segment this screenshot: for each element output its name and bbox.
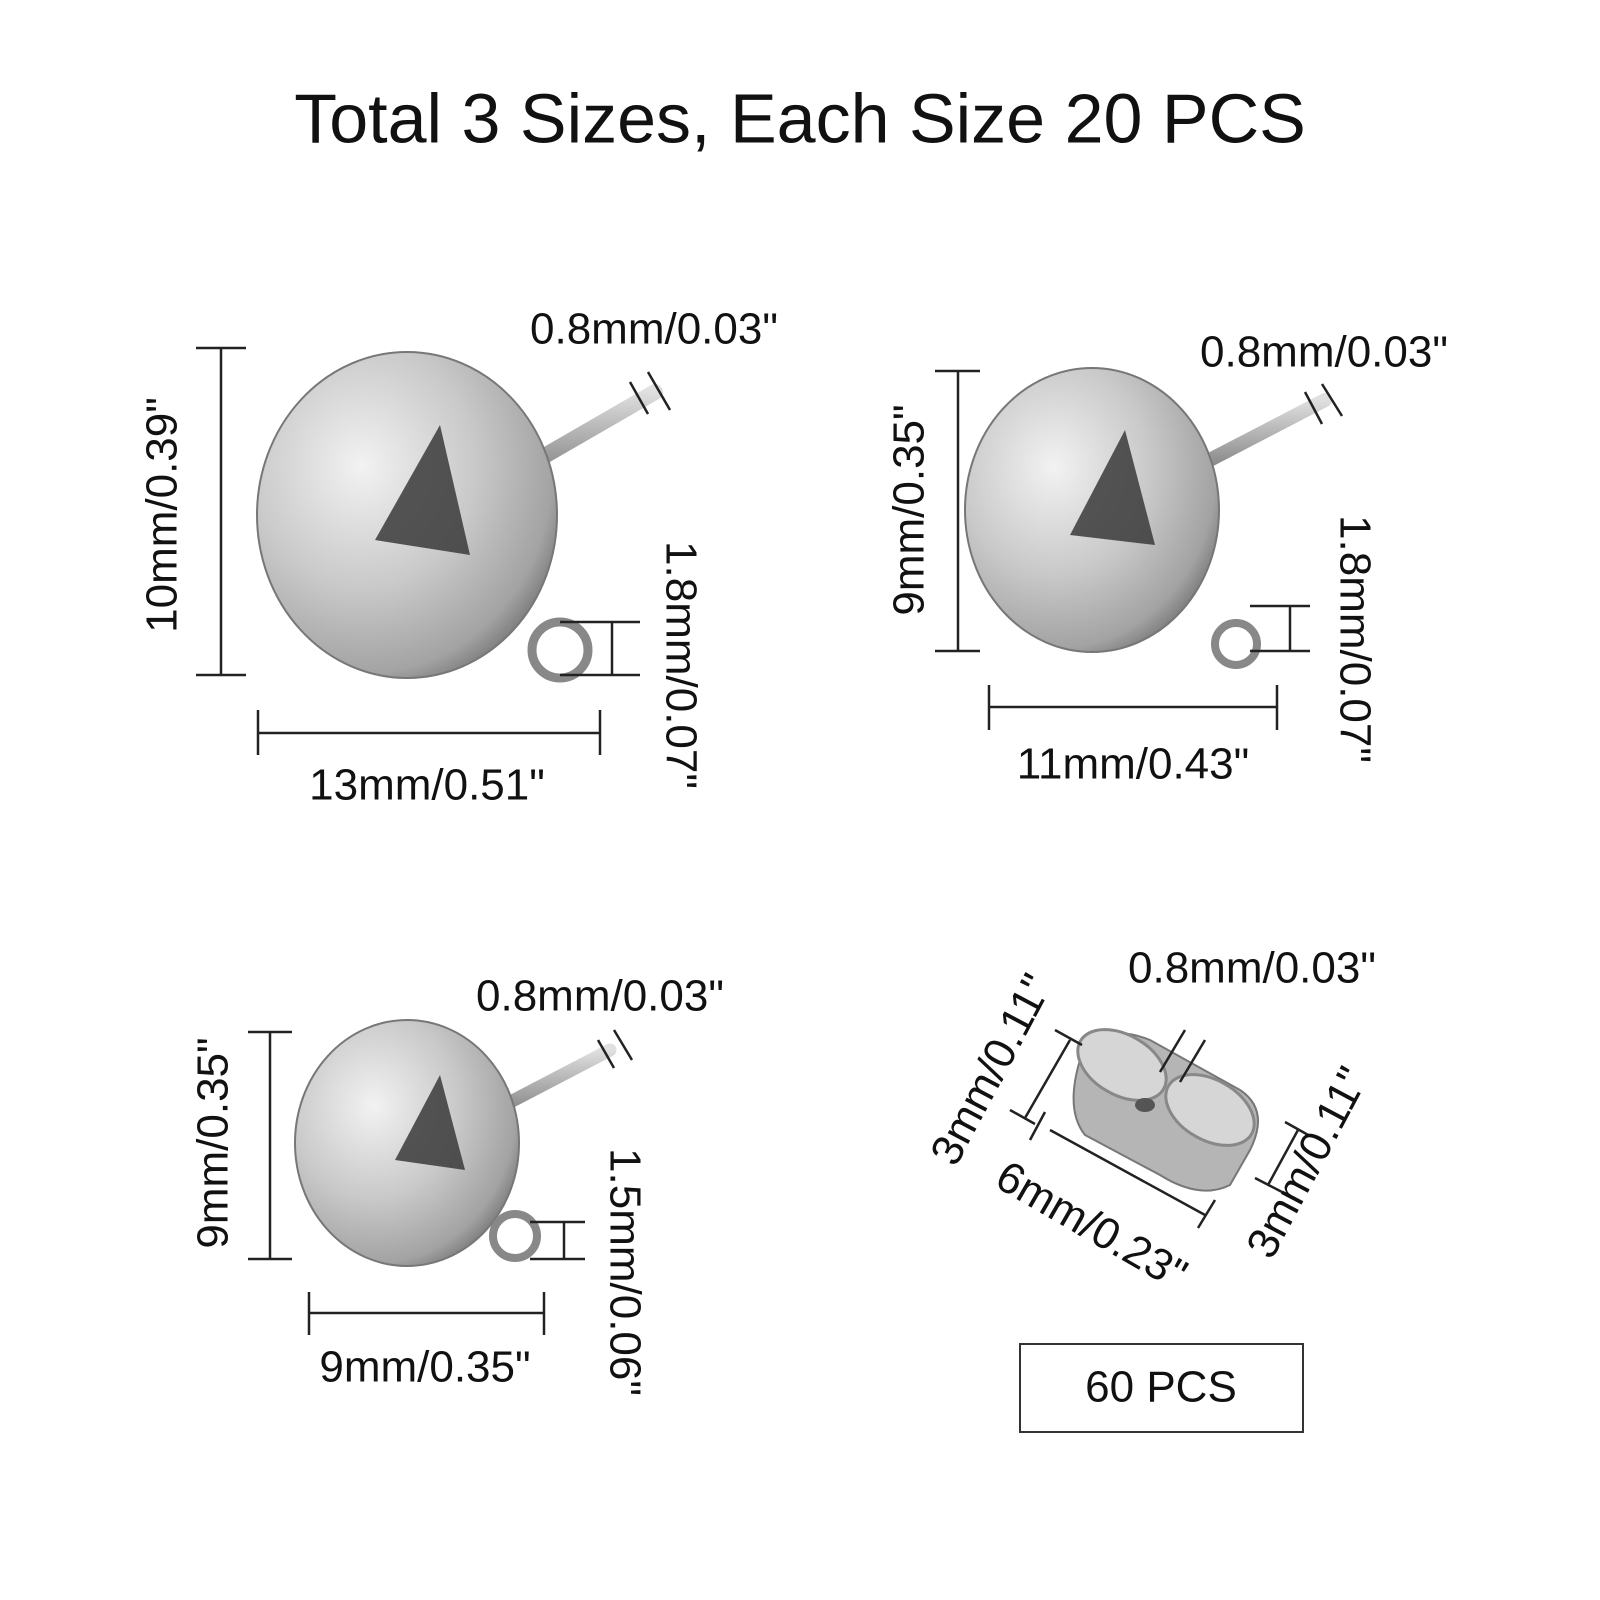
hole-label: 0.8mm/0.03" [1128, 944, 1376, 993]
quantity-label: 60 PCS [1085, 1363, 1237, 1412]
title: Total 3 Sizes, Each Size 20 PCS [294, 79, 1306, 157]
width-label: 11mm/0.43" [1017, 740, 1249, 789]
earring-large [196, 346, 672, 755]
pin-label: 0.8mm/0.03" [530, 305, 778, 354]
pin-label: 0.8mm/0.03" [476, 972, 724, 1021]
height-label: 9mm/0.35" [885, 404, 934, 615]
width-label: 13mm/0.51" [309, 761, 545, 810]
height-label: 9mm/0.35" [189, 1037, 238, 1248]
pin-label: 0.8mm/0.03" [1200, 328, 1448, 377]
earring-small [248, 1019, 634, 1335]
width-label: 9mm/0.35" [319, 1343, 530, 1392]
ear-nut [1009, 1028, 1311, 1229]
loop-label: 1.5mm/0.06" [600, 1148, 649, 1396]
height-label: 3mm/0.11" [1237, 1059, 1378, 1266]
height-label: 10mm/0.39" [138, 397, 187, 633]
height-label: 3mm/0.11" [921, 966, 1062, 1173]
loop-label: 1.8mm/0.07" [656, 541, 705, 789]
earring-medium [935, 367, 1344, 730]
quantity-box [1019, 1343, 1304, 1433]
loop-label: 1.8mm/0.07" [1330, 515, 1379, 763]
